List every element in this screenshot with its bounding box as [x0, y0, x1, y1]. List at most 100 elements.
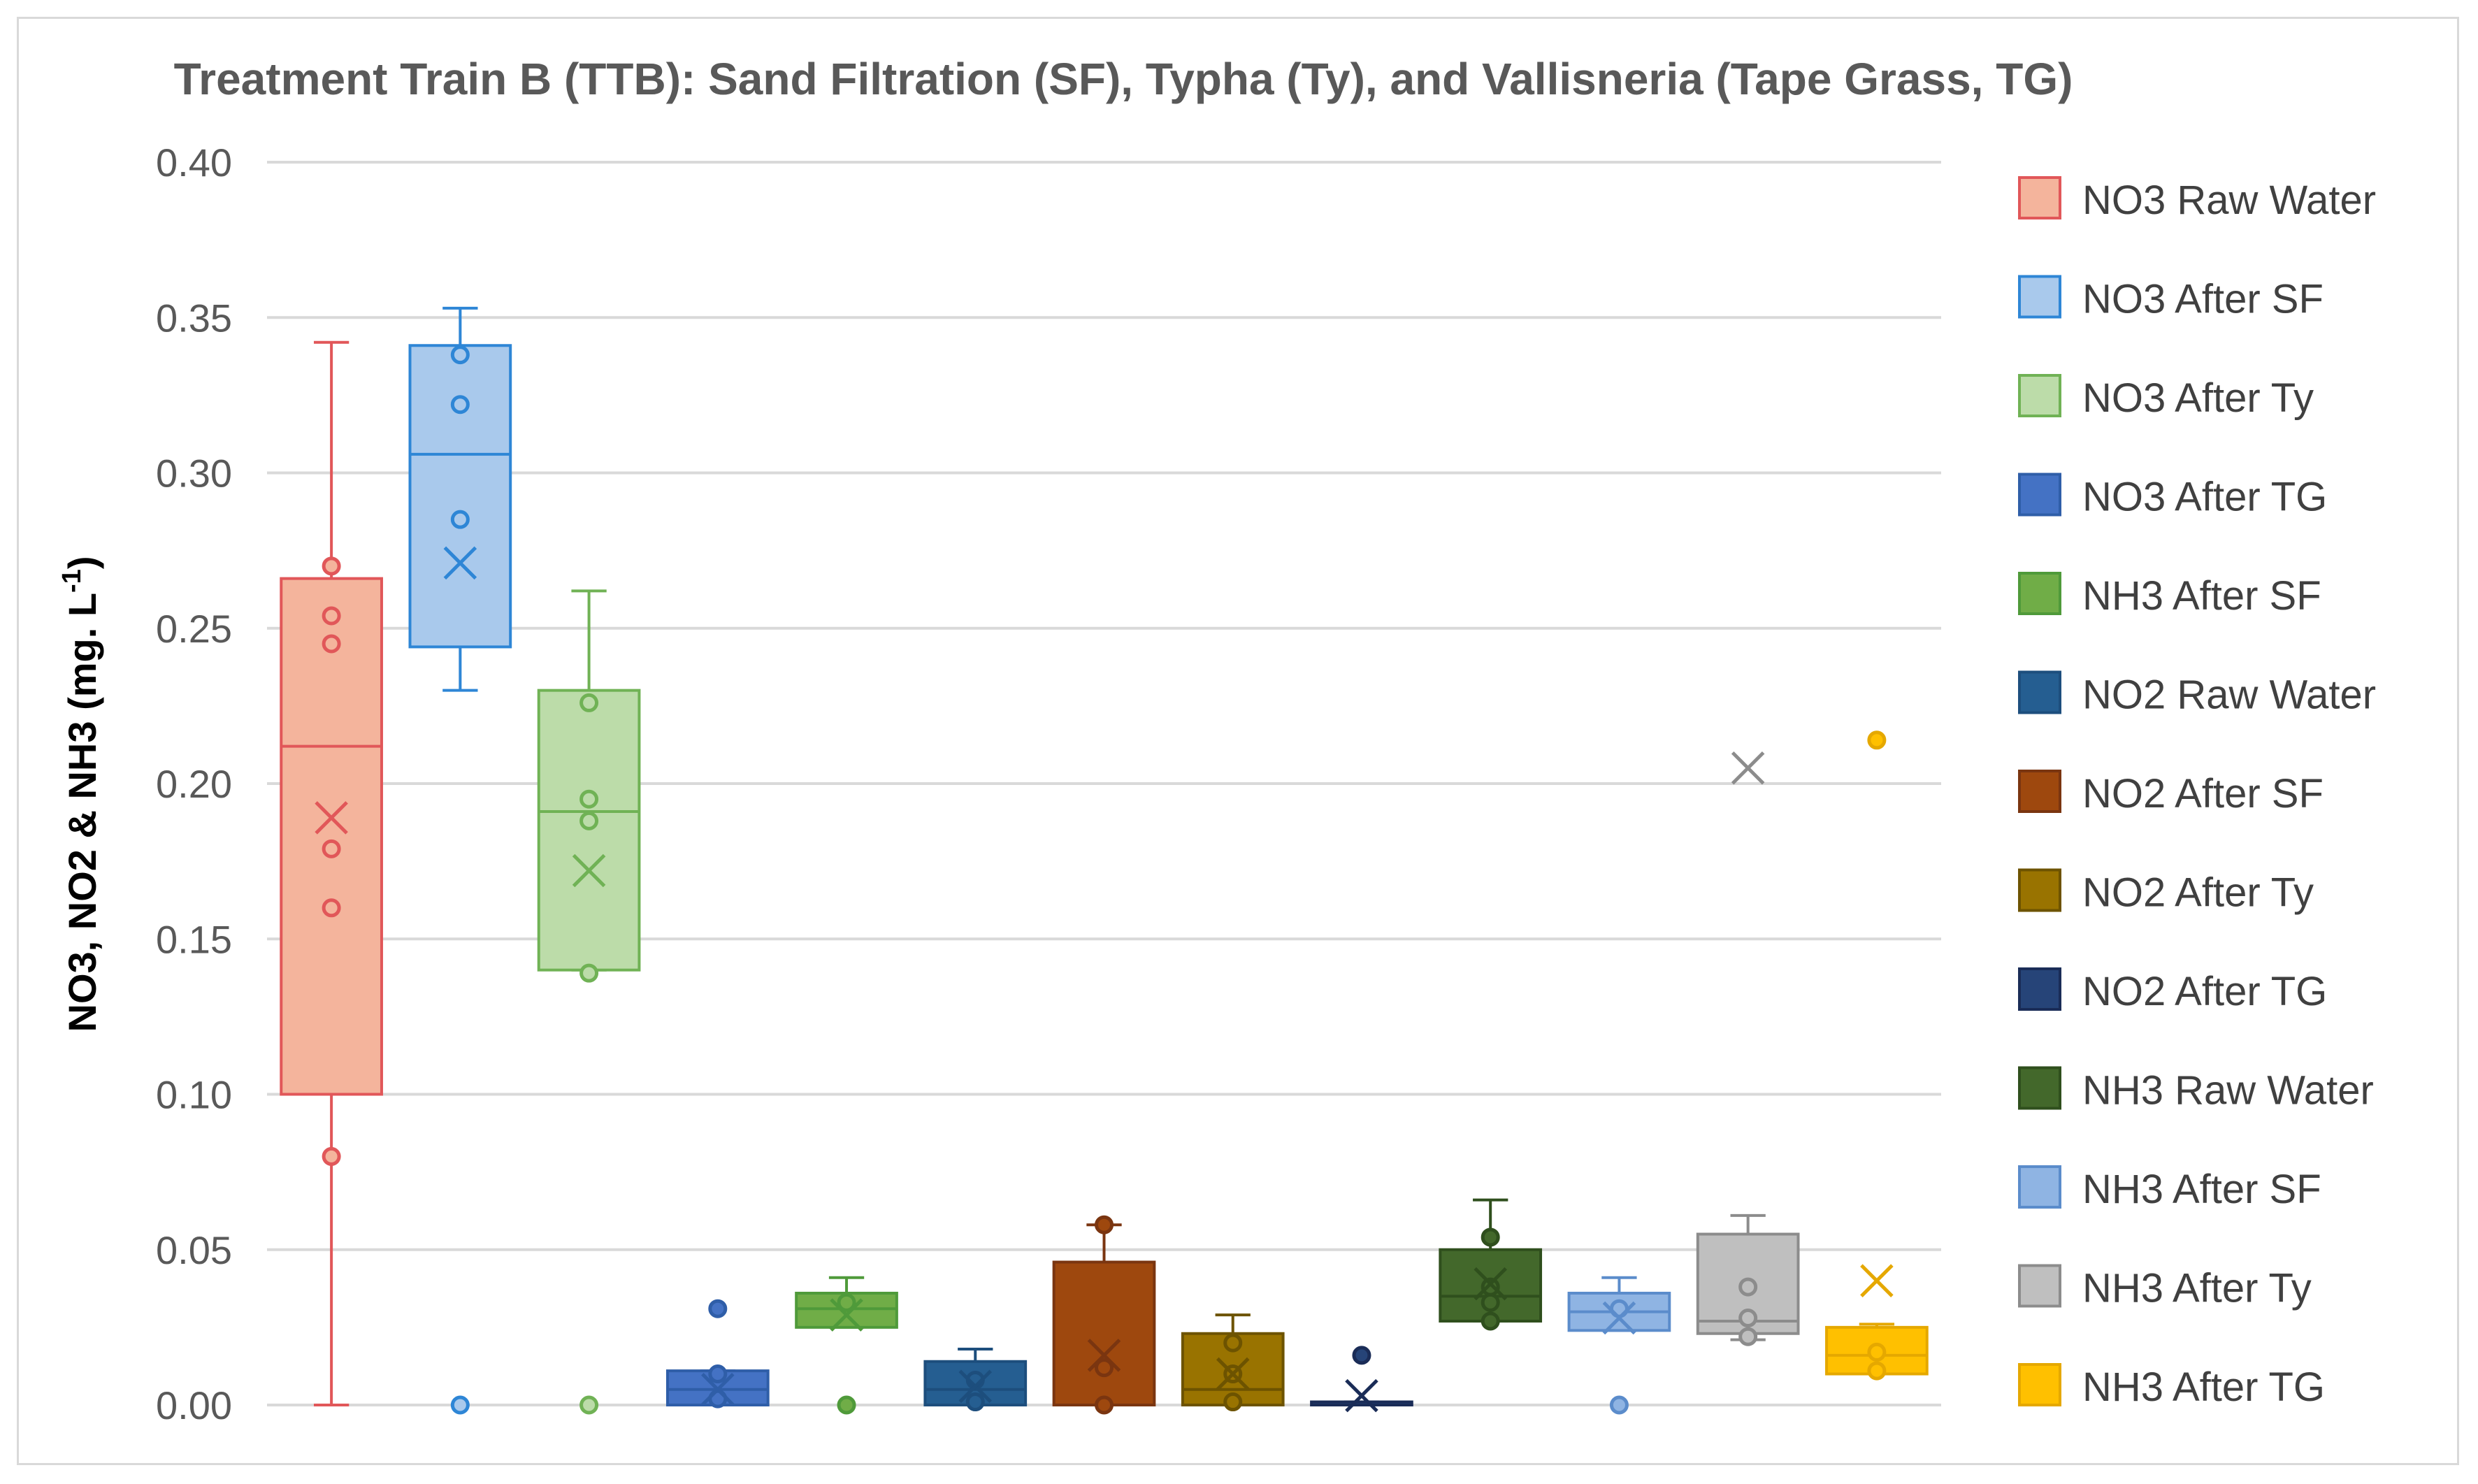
box-series: [1310, 1346, 1413, 1413]
legend-entry: NO2 Raw Water: [2018, 670, 2376, 718]
legend-label: NH3 Raw Water: [2082, 1068, 2374, 1114]
legend-swatch: [2018, 275, 2061, 319]
box-series: [1052, 1215, 1156, 1415]
data-point: [1481, 1277, 1500, 1297]
legend-swatch: [2018, 176, 2061, 219]
data-point: [450, 510, 470, 529]
legend-swatch: [2018, 1264, 2061, 1308]
box-series: [1181, 1313, 1285, 1412]
data-point: [1867, 1342, 1887, 1362]
y-tick-label: 0.05: [156, 1228, 232, 1272]
box-series: [1567, 1276, 1671, 1415]
data-point: [708, 1364, 728, 1384]
legend: NO3 Raw Water NO3 After SF NO3 After Ty NO3…: [2018, 176, 2376, 1410]
y-tick-label: 0.25: [156, 607, 232, 651]
data-point: [1481, 1227, 1500, 1247]
data-point: [322, 634, 341, 654]
legend-label: NO2 Raw Water: [2082, 672, 2376, 718]
data-point: [1867, 1361, 1887, 1381]
legend-label: NH3 After SF: [2082, 1167, 2321, 1212]
data-point: [579, 963, 599, 983]
y-tick-label: 0.30: [156, 452, 232, 496]
mean-marker: [1345, 1378, 1378, 1413]
legend-swatch: [2018, 473, 2061, 517]
legend-swatch: [2018, 868, 2061, 912]
y-axis-label-superscript: -1: [57, 569, 87, 593]
box-series: [1439, 1198, 1543, 1331]
chart-frame: Treatment Train B (TTB): Sand Filtration…: [17, 17, 2459, 1465]
data-point: [1481, 1311, 1500, 1331]
legend-swatch: [2018, 770, 2061, 813]
data-point: [1481, 1292, 1500, 1312]
data-point: [1738, 1327, 1758, 1346]
legend-entry: NH3 After SF: [2018, 1165, 2321, 1212]
legend-entry: NO2 After TG: [2018, 967, 2327, 1014]
legend-entry: NO2 After SF: [2018, 770, 2324, 816]
data-point: [1609, 1395, 1629, 1415]
legend-swatch: [2018, 1165, 2061, 1209]
legend-swatch: [2018, 572, 2061, 615]
y-tick-label: 0.00: [156, 1383, 232, 1427]
legend-label: NH3 After Ty: [2082, 1266, 2312, 1311]
mean-marker: [1216, 1357, 1250, 1391]
legend-entry: NH3 After Ty: [2018, 1264, 2312, 1311]
box-series: [408, 306, 512, 1415]
legend-swatch: [2018, 374, 2061, 417]
legend-label: NH3 After SF: [2082, 573, 2321, 619]
box-series: [665, 1299, 770, 1409]
data-point: [1095, 1358, 1114, 1378]
legend-label: NO3 After TG: [2082, 475, 2327, 520]
mean-marker: [315, 801, 348, 835]
y-axis-label-suffix: ): [60, 556, 104, 570]
data-point: [1352, 1346, 1371, 1365]
data-point: [322, 1146, 341, 1166]
data-point: [450, 1395, 470, 1415]
mean-marker: [1474, 1267, 1507, 1301]
y-tick-label: 0.40: [156, 141, 232, 185]
legend-entry: NH3 After SF: [2018, 572, 2321, 619]
legend-swatch: [2018, 670, 2061, 714]
legend-swatch: [2018, 1363, 2061, 1406]
box-series: [1696, 751, 1800, 1346]
mean-marker: [1602, 1301, 1636, 1335]
data-point: [579, 1395, 599, 1415]
data-point: [450, 395, 470, 415]
box-series: [795, 1276, 898, 1415]
chart-title: Treatment Train B (TTB): Sand Filtration…: [174, 54, 2073, 104]
data-point: [322, 898, 341, 918]
data-point: [1095, 1395, 1114, 1415]
y-axis-label: NO3, NO2 & NH3 (mg. L-1): [57, 556, 104, 1032]
data-point: [322, 556, 341, 576]
data-point: [837, 1395, 856, 1415]
box-series: [280, 340, 383, 1406]
y-tick-label: 0.10: [156, 1073, 232, 1117]
box-iqr: [280, 577, 383, 1096]
data-point: [837, 1292, 856, 1312]
data-point: [579, 811, 599, 830]
data-point: [1867, 730, 1887, 750]
y-tick-labels: 0.00 0.05 0.10 0.15 0.20 0.25 0.30 0.35 0.40: [156, 141, 232, 1427]
data-point: [1223, 1333, 1243, 1353]
mean-marker: [701, 1373, 735, 1406]
legend-label: NO3 After SF: [2082, 277, 2324, 322]
box-series: [537, 589, 641, 1415]
data-point: [1738, 1277, 1758, 1297]
legend-swatch: [2018, 967, 2061, 1011]
legend-entry: NO3 After TG: [2018, 473, 2327, 520]
box-iqr: [1052, 1260, 1156, 1407]
data-point: [450, 345, 470, 365]
legend-label: NO2 After SF: [2082, 771, 2324, 816]
legend-entry: NO2 After Ty: [2018, 868, 2314, 916]
data-point: [322, 839, 341, 858]
y-tick-label: 0.15: [156, 917, 232, 961]
legend-label: NO2 After Ty: [2082, 870, 2314, 916]
legend-label: NO2 After TG: [2082, 969, 2327, 1014]
legend-entry: NO3 After Ty: [2018, 374, 2314, 421]
mean-marker: [1087, 1339, 1121, 1372]
mean-marker: [1860, 1264, 1894, 1297]
mean-marker: [1731, 751, 1765, 785]
box-plot-layer: [280, 306, 1929, 1415]
legend-entry: NO3 Raw Water: [2018, 176, 2376, 223]
data-point: [965, 1392, 985, 1412]
mean-marker: [830, 1298, 863, 1332]
